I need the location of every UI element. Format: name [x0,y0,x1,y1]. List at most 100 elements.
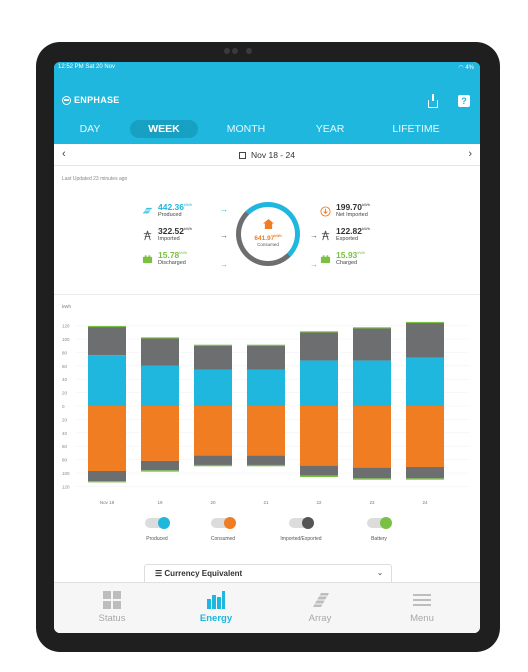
bar-exported [247,455,285,465]
divider [54,294,480,295]
battery-icon [320,255,331,264]
y-tick-label: 40 [62,377,68,382]
weekly-energy-chart: kWh 120 100 80 60 40 20 0 20 40 60 80 100 120 Nov 18 19… [62,304,470,505]
y-tick-label: 60 [62,444,68,449]
nav-status[interactable]: Status [72,591,152,624]
bar-exported [88,470,126,482]
battery-icon [142,255,153,264]
bar-produced [141,365,179,406]
status-battery: ◠ 4% [458,65,474,71]
bar-exported [194,455,232,465]
y-tick-label: 80 [62,350,68,355]
discharged-arrow-icon: → [220,260,228,269]
currency-equivalent-card[interactable]: ☰ Currency Equivalent ⌄ [144,564,392,582]
chevron-down-icon[interactable]: ⌄ [377,570,383,577]
date-range[interactable]: Nov 18 - 24 [54,150,480,160]
imported-summary: 322.52kWh Imported [158,226,192,242]
camera-dot [246,48,252,54]
y-tick-label: 20 [62,391,68,396]
brand-logo: ENPHASE [62,95,120,105]
consumption-ring [236,202,300,266]
tab-year[interactable]: YEAR [315,123,345,135]
bar-imported [300,332,338,361]
legend-produced[interactable]: Produced [127,517,187,542]
x-tick-label: 19 [157,500,163,505]
y-tick-label: 120 [62,324,70,329]
bar-produced [353,360,391,406]
status-grid-icon [103,591,121,609]
y-tick-label: 0 [62,404,65,409]
y-axis-label: kWh [62,304,71,309]
bar-battery-top [353,327,391,329]
y-tick-label: 100 [62,337,70,342]
x-tick-label: 21 [263,500,269,505]
grid-tower-icon [321,230,330,241]
bar-exported [141,460,179,471]
share-icon[interactable] [428,94,438,108]
bar-battery [353,478,391,480]
nav-energy[interactable]: Energy [176,591,256,624]
bar-imported [247,345,285,370]
app-screen: 12:52 PM Sat 20 Nov ◠ 4% ENPHASE ? DAY W… [54,62,480,633]
next-period-icon[interactable]: › [468,148,472,160]
produced-toggle[interactable] [145,517,170,529]
tab-lifetime[interactable]: LIFETIME [392,123,440,135]
status-bar: 12:52 PM Sat 20 Nov ◠ 4% [58,64,474,74]
bar-produced [247,369,285,406]
bar-battery-top [88,325,126,328]
net-imported-summary: 199.70kWh Net Imported [336,202,370,218]
y-tick-label: 100 [62,471,70,476]
consumed-toggle[interactable] [211,517,236,529]
bar-exported [300,465,338,476]
bar-battery [406,478,444,480]
bar-battery-top [141,337,179,339]
x-tick-label: 23 [369,500,375,505]
bar-consumed [353,406,391,468]
energy-bars-icon [207,591,225,609]
bar-battery-top [194,344,232,346]
battery-toggle[interactable] [367,517,392,529]
nav-array[interactable]: Array [280,591,360,624]
bar-consumed [406,406,444,467]
help-icon[interactable]: ? [458,95,470,107]
calendar-icon [239,152,247,159]
x-tick-label: 22 [316,500,322,505]
bar-battery-top [300,331,338,333]
tab-day[interactable]: DAY [79,123,101,135]
bar-consumed [141,406,179,461]
grid-tower-icon [143,230,152,241]
nav-menu[interactable]: Menu [382,591,462,624]
bar-consumed [247,406,285,456]
enphase-logo-icon [62,95,71,105]
x-tick-label: 20 [210,500,216,505]
bar-battery [300,475,338,478]
tab-month[interactable]: MONTH [226,123,266,135]
imported-arrow-icon: → [220,231,228,240]
bar-battery [141,470,179,472]
prev-period-icon[interactable]: ‹ [62,148,66,160]
money-icon: ☰ [155,569,165,578]
bar-exported [406,466,444,479]
charged-arrow-icon: → [310,260,318,269]
y-tick-label: 60 [62,364,68,369]
bar-imported [141,338,179,366]
produced-summary: 442.36kWh Produced [158,202,192,218]
net-import-icon [320,206,331,217]
legend-battery[interactable]: Battery [349,517,409,542]
legend-imported-exported[interactable]: Imported/Exported [271,517,331,542]
array-panels-icon [311,591,329,609]
date-navigator: ‹ Nov 18 - 24 › [54,144,480,166]
bar-consumed [88,406,126,471]
consumed-summary: 641.97kWh Consumed [236,202,300,266]
bar-produced [300,360,338,406]
x-tick-label: 24 [422,500,428,505]
y-tick-label: 20 [62,417,68,422]
app-header: 12:52 PM Sat 20 Nov ◠ 4% ENPHASE ? DAY W… [54,62,480,144]
legend-consumed[interactable]: Consumed [193,517,253,542]
last-updated-text: Last Updated 23 minutes ago [62,176,128,182]
imported-exported-toggle[interactable] [289,517,314,529]
tab-week[interactable]: WEEK [130,120,198,138]
x-tick-label: Nov 18 [100,500,115,505]
bar-battery [88,481,126,483]
bar-battery-top [247,344,285,346]
